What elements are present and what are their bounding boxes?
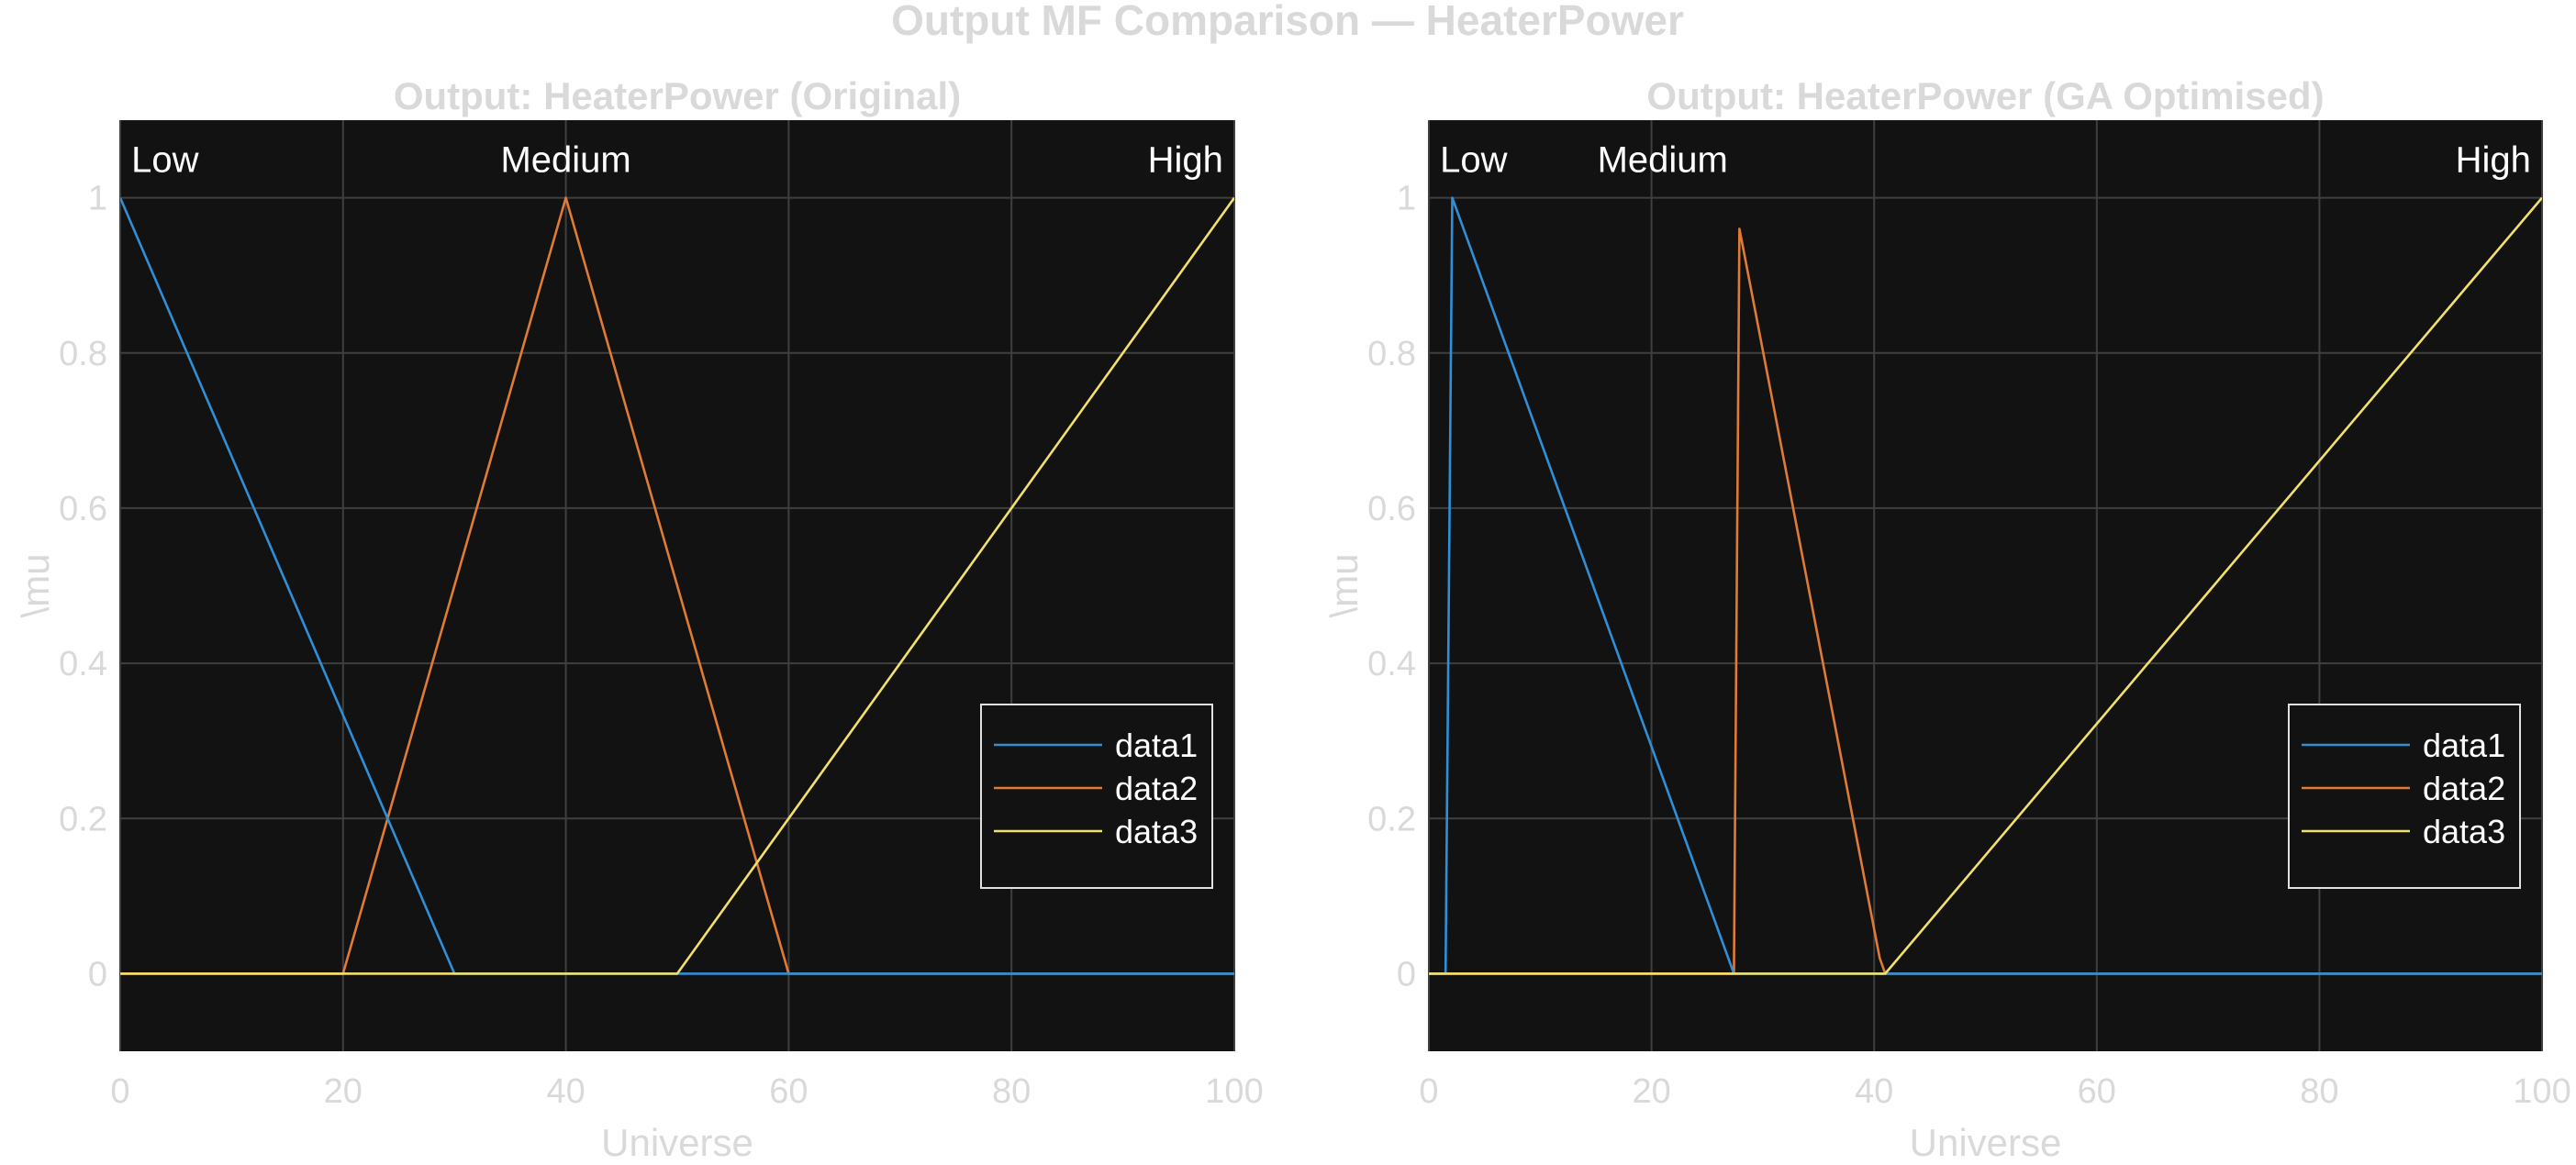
x-axis-label: Universe — [1910, 1121, 2062, 1160]
y-tick-label: 0.8 — [59, 335, 107, 373]
chart-title: Output: HeaterPower (Original) — [394, 74, 961, 117]
y-tick-label: 0.6 — [1367, 490, 1416, 528]
y-tick-label: 0 — [88, 955, 107, 993]
x-tick-label: 60 — [2078, 1072, 2116, 1111]
x-tick-label: 0 — [110, 1072, 129, 1111]
x-tick-label: 80 — [2300, 1072, 2338, 1111]
x-tick-label: 40 — [1855, 1072, 1893, 1111]
x-axis-label: Universe — [601, 1121, 753, 1160]
legend-label: data3 — [2423, 813, 2505, 850]
y-axis-label: \mu — [1322, 553, 1366, 617]
mf-label: High — [2456, 139, 2531, 180]
legend: data1 data2 data3 — [2288, 704, 2521, 889]
y-tick-label: 0.2 — [59, 800, 107, 838]
y-tick-label: 1 — [88, 180, 107, 218]
series-group — [1429, 196, 2542, 975]
x-tick-label: 80 — [992, 1072, 1031, 1111]
y-tick-label: 0.2 — [1367, 800, 1416, 838]
y-tick-label: 0.8 — [1367, 335, 1416, 373]
chart-title: Output: HeaterPower (GA Optimised) — [1646, 74, 2324, 117]
series-line-data3 — [120, 196, 1234, 975]
series-group — [120, 196, 1234, 975]
y-tick-label: 0.6 — [59, 490, 107, 528]
x-tick-label: 0 — [1419, 1072, 1438, 1111]
chart-panel-1: Output: HeaterPower (Original) 0 20 40 60 80 1… — [14, 74, 1264, 1164]
legend-label: data2 — [2423, 770, 2505, 807]
y-tick-label: 1 — [1397, 180, 1416, 218]
legend-label: data1 — [2423, 727, 2505, 764]
x-tick-label: 100 — [2513, 1072, 2570, 1111]
x-tick-label: 60 — [769, 1072, 808, 1111]
chart-panel-2: Output: HeaterPower (GA Optimised) 0 20 40 6… — [1322, 74, 2571, 1164]
x-tick-label: 40 — [546, 1072, 585, 1111]
series-line-data3 — [1429, 196, 2542, 975]
legend-box — [2288, 704, 2521, 889]
mf-label: Medium — [500, 139, 630, 180]
y-tick-label: 0.4 — [59, 645, 107, 683]
legend-box — [980, 704, 1213, 889]
mf-label: Medium — [1598, 139, 1728, 180]
legend-label: data2 — [1115, 770, 1198, 807]
y-tick-label: 0 — [1397, 955, 1416, 993]
mf-label: Low — [131, 139, 198, 180]
legend: data1 data2 data3 — [980, 704, 1213, 889]
y-axis-label: \mu — [14, 553, 57, 617]
x-tick-label: 20 — [1632, 1072, 1670, 1111]
y-tick-label: 0.4 — [1367, 645, 1416, 683]
plot-area — [1429, 120, 2542, 1051]
legend-label: data3 — [1115, 813, 1198, 850]
legend-label: data1 — [1115, 727, 1198, 764]
x-tick-label: 20 — [324, 1072, 362, 1111]
mf-label: Low — [1440, 139, 1507, 180]
mf-label: High — [1148, 139, 1223, 180]
x-tick-label: 100 — [1205, 1072, 1263, 1111]
figure-title: Output MF Comparison — HeaterPower — [891, 0, 1684, 44]
